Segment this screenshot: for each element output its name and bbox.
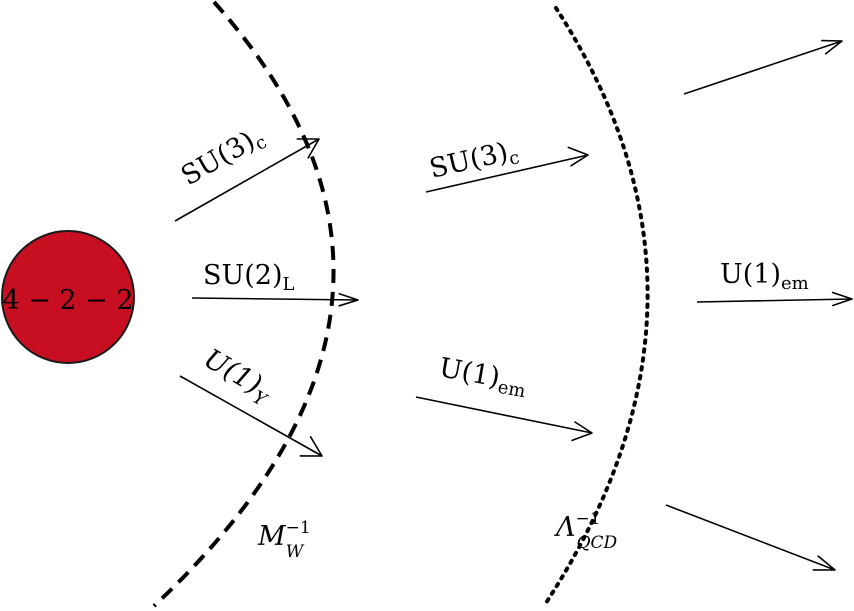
electroweak-boundary-dashed-arc [152,0,336,608]
arrow-u1em-right [696,291,853,307]
arrow-su3c-middle [425,146,589,193]
arrow-su2l-left [191,292,359,307]
label-su3c-middle: SU(3)c [427,134,522,187]
label-su3c-left: SU(3)c [176,120,271,194]
node-4-2-2-label: 4 − 2 − 2 [2,285,133,316]
arrow-right-lower [665,504,836,571]
qcd-boundary-dotted-arc [542,6,650,608]
arrow-u1y-left [179,375,323,457]
label-mw-inverse: M−1 W [257,518,311,562]
arrow-right-upper [683,39,843,95]
label-su2l-left: SU(2)L [203,260,295,295]
arrow-su3c-left [174,138,320,222]
label-lambda-qcd-inverse: Λ−1 QCD [553,509,618,553]
node-4-2-2-circle [1,230,135,364]
label-u1em-middle: U(1)em [436,352,529,402]
label-u1y-left: U(1)Y [196,343,279,412]
arrow-u1em-middle [415,396,593,442]
label-u1em-right: U(1)em [720,259,809,294]
